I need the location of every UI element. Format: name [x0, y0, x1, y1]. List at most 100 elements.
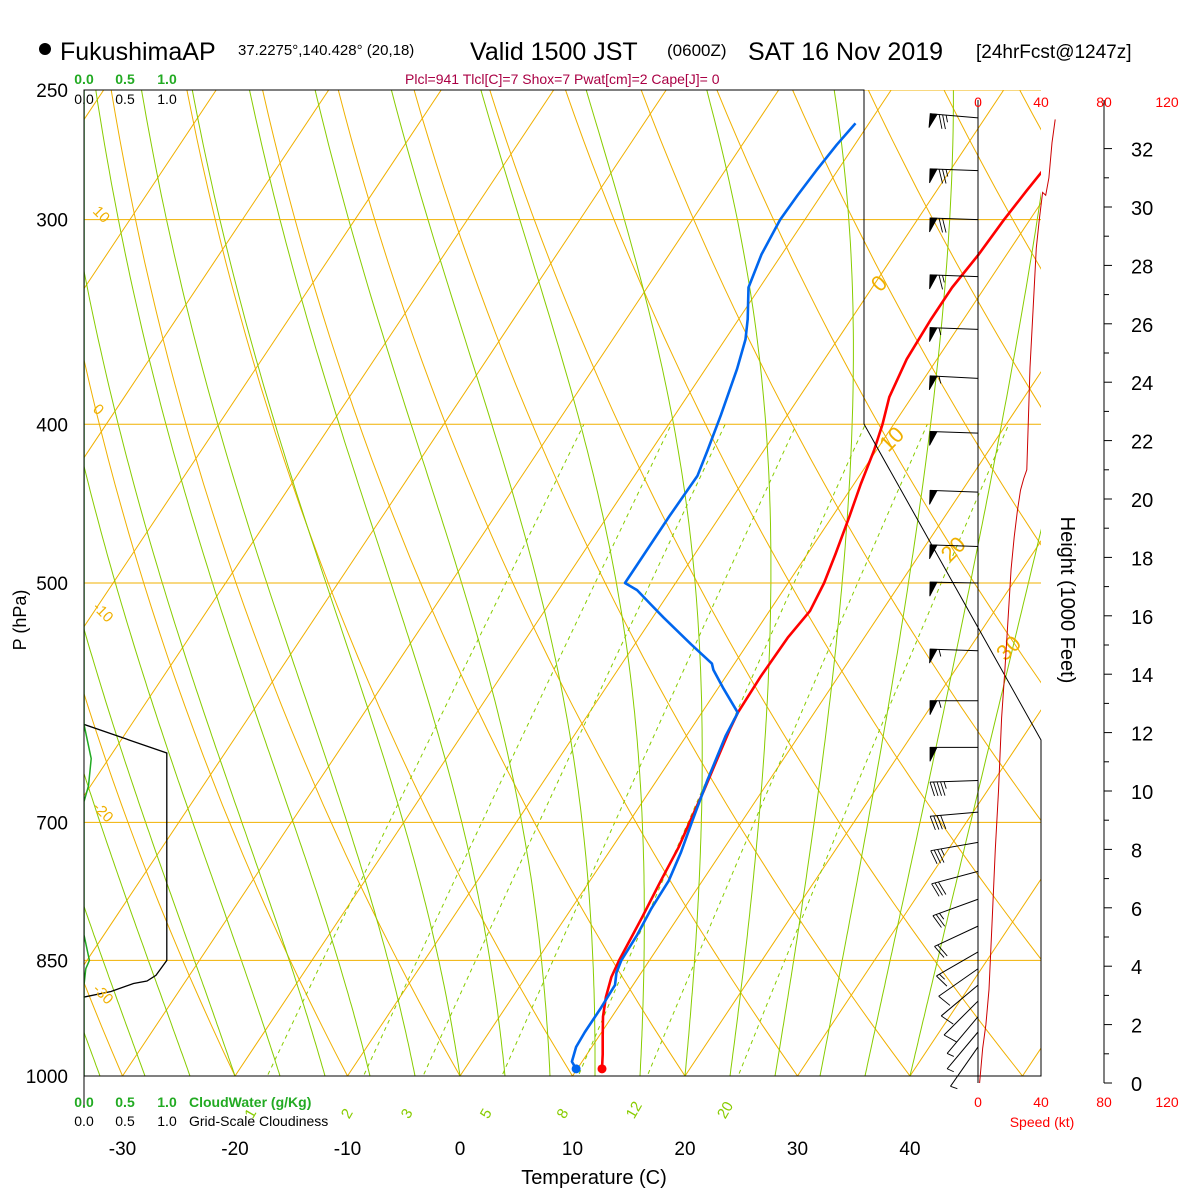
- mixing-ratio-label: 20: [714, 1099, 737, 1122]
- moist-adiabat--24: [84, 771, 191, 1076]
- height-tick-label: 20: [1131, 490, 1153, 512]
- isotherm-50: [1022, 1047, 1041, 1076]
- barb-flag: [938, 881, 947, 895]
- mixing-ratio-label: 12: [623, 1099, 646, 1122]
- temperature-tick-label: -10: [334, 1139, 361, 1160]
- temperature-tick-label: 40: [899, 1139, 920, 1160]
- speed-bottom-tick: 80: [1096, 1094, 1112, 1110]
- temperature-tick-label: -20: [221, 1139, 248, 1160]
- barb-staff: [930, 544, 979, 548]
- pressure-axis: 250 300 400 500 700 850 1000: [26, 81, 68, 1088]
- pressure-tick-label: 500: [36, 574, 68, 595]
- barb-flag: [930, 850, 938, 864]
- barb-flag: [937, 944, 948, 957]
- wind-barb: [928, 113, 979, 130]
- station-coords: 37.2275°,140.428° (20,18): [238, 42, 414, 59]
- wind-barb: [931, 870, 979, 897]
- dry-adiabat-130: [1095, 90, 1200, 1076]
- barb-staff: [930, 113, 979, 119]
- barb-flag: [938, 995, 951, 1006]
- station-dot-icon: [39, 43, 51, 55]
- pressure-tick-label: 250: [36, 81, 68, 102]
- moist-adiabat-16: [480, 90, 645, 1076]
- cloudiness-bottom-labels: 0.0 0.0 0.5 0.5 1.0 1.0: [74, 1094, 177, 1129]
- barb-half-flag: [939, 973, 946, 980]
- barb-half-flag: [938, 376, 942, 384]
- wind-barb: [929, 779, 979, 797]
- mixing-ratio-line-12: [646, 424, 928, 1076]
- pressure-tick-label: 300: [36, 211, 68, 232]
- height-tick-label: 30: [1131, 198, 1153, 220]
- wind-barb: [929, 430, 979, 446]
- barb-staff: [930, 648, 979, 652]
- moist-adiabat--12: [84, 268, 326, 1076]
- barb-flag: [933, 849, 941, 864]
- barb-staff: [932, 898, 979, 917]
- barb-staff: [930, 489, 979, 493]
- barb-staff: [946, 1016, 979, 1054]
- cloudiness-top-tick: 1.0: [157, 91, 177, 107]
- moist-adiabat--4: [141, 90, 416, 1076]
- barb-pennant: [929, 327, 938, 342]
- barb-pennant: [929, 700, 938, 715]
- isotherm-40: [909, 878, 1041, 1076]
- x-axis-label: Temperature (C): [521, 1167, 667, 1189]
- barb-half-flag: [942, 275, 945, 283]
- temperature-tick-label: 30: [787, 1139, 808, 1160]
- dry-adiabat-140: [1171, 90, 1200, 1076]
- height-tick-label: 0: [1131, 1074, 1142, 1096]
- barb-staff: [938, 968, 979, 997]
- barb-staff: [936, 951, 979, 977]
- cloudiness-top-tick: 0.5: [115, 91, 135, 107]
- barb-pennant: [929, 489, 938, 505]
- barb-staff: [930, 811, 979, 817]
- wind-barb: [929, 489, 979, 505]
- moist-adiabat-36: [864, 191, 1041, 1076]
- mixing-ratio-line-2: [362, 424, 672, 1076]
- cloudwater-top-tick: 1.0: [157, 71, 177, 87]
- barb-pennant: [928, 375, 938, 391]
- barb-flag: [938, 169, 943, 184]
- height-tick-label: 18: [1131, 548, 1153, 570]
- barb-flag: [929, 816, 936, 831]
- height-tick-label: 32: [1131, 140, 1153, 162]
- barb-flag: [936, 975, 948, 987]
- barb-half-flag: [945, 115, 948, 123]
- barb-staff: [946, 1031, 979, 1070]
- speed-bottom-tick: 40: [1033, 1094, 1049, 1110]
- temperature-tick-label: 10: [562, 1139, 583, 1160]
- wind-barb: [929, 648, 979, 664]
- moist-adiabat-4: [249, 90, 506, 1076]
- barb-flag: [942, 114, 946, 130]
- moist-adiabat--16: [84, 464, 281, 1076]
- pressure-tick-label: 700: [36, 813, 68, 834]
- cloudwater-bottom-tick: 0.5: [115, 1094, 135, 1110]
- mixing-ratio-line-5: [501, 424, 797, 1076]
- dry-adiabat-110: [943, 90, 1041, 270]
- height-tick-label: 8: [1131, 840, 1142, 862]
- wind-barb: [932, 898, 979, 928]
- wind-barbs: [928, 113, 979, 1090]
- barb-flag: [933, 815, 940, 830]
- isotherm-label: 0: [866, 270, 892, 296]
- dry-adiabat-label: 10: [89, 203, 113, 227]
- temperature-tick-label: 0: [455, 1139, 466, 1160]
- height-tick-label: 10: [1131, 782, 1153, 804]
- wind-speed-profile: [979, 119, 1056, 1084]
- mixing-ratio-label: 3: [398, 1106, 417, 1122]
- cloudiness-curve: [84, 723, 168, 998]
- barb-pennant: [929, 168, 938, 184]
- mixing-ratio-lines: [266, 424, 1010, 1076]
- barb-pennant: [929, 217, 938, 233]
- wind-barb: [943, 1000, 979, 1043]
- dry-adiabat-100: [867, 90, 1041, 408]
- cloudwater-bottom-tick: 0.0: [74, 1094, 94, 1110]
- barb-half-flag: [938, 327, 942, 336]
- barb-flag: [938, 114, 943, 129]
- moist-adiabat--8: [95, 90, 371, 1076]
- dry-adiabat-label: -10: [89, 599, 116, 626]
- height-tick-label: 22: [1131, 432, 1153, 454]
- barb-flag: [942, 169, 947, 184]
- cloudiness-bottom-tick: 1.0: [157, 1113, 177, 1129]
